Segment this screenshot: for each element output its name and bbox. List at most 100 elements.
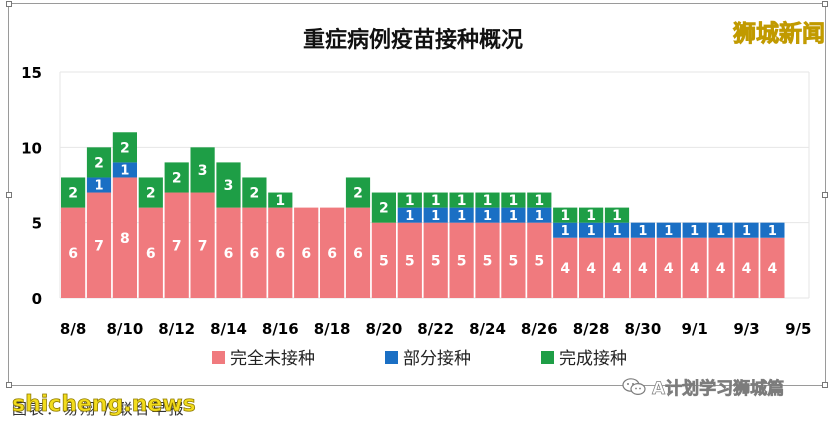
data-label: 2	[120, 140, 130, 156]
data-label: 5	[534, 253, 544, 269]
bar-unvaccinated	[630, 237, 655, 298]
data-label: 1	[509, 209, 518, 224]
bar-unvaccinated	[345, 207, 371, 298]
bar-unvaccinated	[423, 222, 448, 298]
data-label: 7	[172, 238, 182, 254]
y-tick-label: 0	[32, 290, 42, 308]
bar-partial	[604, 222, 630, 238]
bar-unvaccinated	[527, 222, 552, 298]
bar-complete	[61, 177, 86, 208]
chart-title: 重症病例疫苗接种概况	[303, 27, 523, 53]
bar-complete	[475, 192, 500, 208]
source-watermark: shicheng.news	[12, 392, 197, 418]
bar-complete	[553, 207, 578, 223]
resize-handle-right[interactable]	[822, 192, 828, 198]
bar-unvaccinated	[656, 237, 681, 298]
bar-partial	[708, 222, 733, 238]
x-tick-label: 8/22	[417, 320, 454, 338]
data-label: 1	[664, 224, 673, 239]
bar-unvaccinated	[190, 192, 215, 298]
x-tick-label: 8/28	[573, 320, 610, 338]
bar-unvaccinated	[294, 207, 319, 298]
bar-complete	[579, 207, 604, 223]
data-label: 1	[716, 224, 725, 239]
bar-unvaccinated	[138, 207, 163, 298]
bar-complete	[164, 162, 189, 193]
data-label: 6	[301, 246, 311, 262]
data-label: 4	[612, 261, 622, 277]
bar-unvaccinated	[371, 222, 396, 298]
bar-partial	[760, 222, 785, 238]
data-label: 2	[68, 186, 78, 202]
bar-complete	[604, 207, 630, 223]
legend-swatch	[385, 351, 398, 364]
bar-complete	[397, 192, 422, 208]
bar-unvaccinated	[61, 207, 86, 298]
data-label: 4	[690, 261, 700, 277]
x-tick-label: 8/10	[107, 320, 144, 338]
bar-unvaccinated	[164, 192, 189, 298]
x-tick-label: 8/12	[158, 320, 195, 338]
bar-complete	[371, 192, 396, 223]
bar-complete	[527, 192, 552, 208]
x-tick-label: 9/5	[785, 320, 811, 338]
legend-swatch	[212, 351, 225, 364]
bar-partial	[449, 207, 474, 223]
bar-partial	[579, 222, 604, 238]
data-label: 1	[431, 209, 440, 224]
resize-handle-left[interactable]	[6, 192, 12, 198]
bar-unvaccinated	[449, 222, 474, 298]
wechat-icon	[622, 377, 646, 396]
data-label: 1	[768, 224, 777, 239]
resize-handle-bottom-right[interactable]	[822, 382, 828, 388]
bar-partial	[630, 222, 655, 238]
x-tick-label: 9/3	[733, 320, 759, 338]
bar-complete	[268, 192, 293, 208]
bar-partial	[734, 222, 759, 238]
data-label: 5	[379, 253, 389, 269]
data-label: 1	[560, 208, 570, 224]
resize-handle-top-right[interactable]	[822, 1, 828, 7]
bar-unvaccinated	[501, 222, 526, 298]
data-label: 1	[275, 193, 285, 209]
watermark-top: 狮城新闻	[733, 21, 826, 48]
bar-unvaccinated	[216, 207, 241, 298]
bar-unvaccinated	[268, 207, 293, 298]
bar-complete	[86, 147, 112, 178]
y-tick-label: 5	[32, 215, 42, 233]
bar-unvaccinated	[86, 192, 112, 298]
bar-unvaccinated	[475, 222, 500, 298]
data-label: 1	[457, 209, 466, 224]
bar-unvaccinated	[397, 222, 422, 298]
data-label: 6	[275, 246, 285, 262]
bar-partial	[475, 207, 500, 223]
legend-label: 完成接种	[559, 349, 627, 369]
data-label: 2	[146, 186, 156, 202]
x-tick-label: 8/30	[625, 320, 662, 338]
data-label: 5	[509, 253, 519, 269]
data-label: 6	[224, 246, 234, 262]
data-label: 6	[353, 246, 363, 262]
resize-handle-bottom-left[interactable]	[6, 382, 12, 388]
bar-unvaccinated	[579, 237, 604, 298]
bar-partial	[527, 207, 552, 223]
data-label: 2	[379, 201, 389, 217]
data-label: 7	[94, 238, 104, 254]
bar-partial	[501, 207, 526, 223]
data-label: 1	[483, 209, 492, 224]
data-label: 1	[612, 208, 622, 224]
data-label: 1	[690, 224, 699, 239]
x-tick-label: 9/1	[682, 320, 708, 338]
data-label: 7	[198, 238, 208, 254]
y-tick-label: 15	[21, 64, 42, 82]
data-label: 5	[405, 253, 415, 269]
data-label: 1	[534, 193, 544, 209]
legend-swatch	[541, 351, 554, 364]
data-label: 1	[431, 193, 441, 209]
x-tick-label: 8/18	[314, 320, 351, 338]
resize-handle-top-left[interactable]	[6, 1, 12, 7]
data-label: 1	[561, 224, 570, 239]
data-label: 1	[120, 164, 129, 179]
data-label: 1	[483, 193, 493, 209]
data-label: 6	[146, 246, 156, 262]
